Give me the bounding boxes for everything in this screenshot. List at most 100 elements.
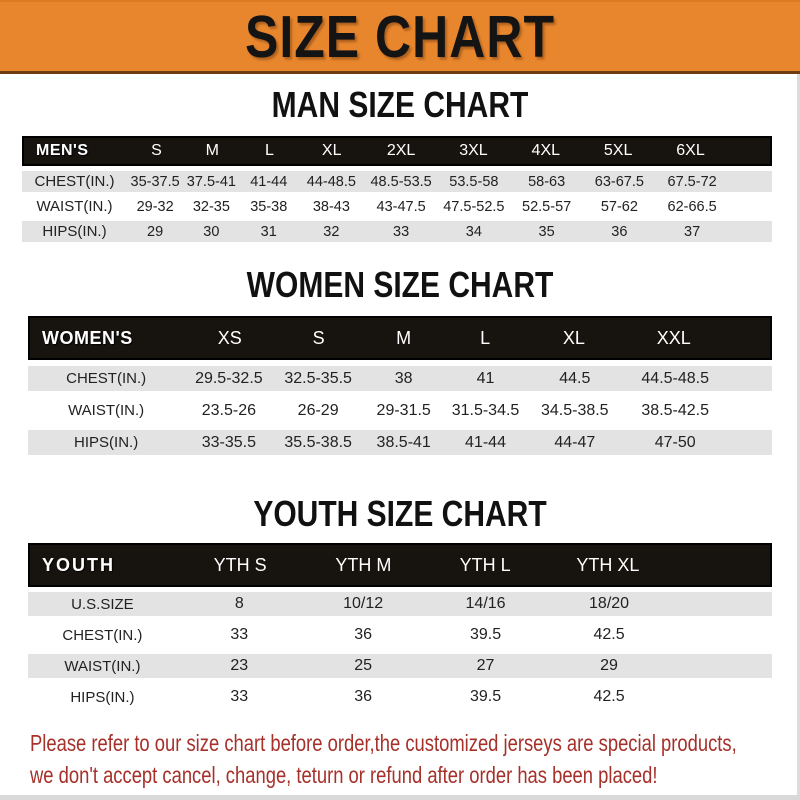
size-cell: 27 [476,657,495,674]
size-cell: 35-38 [250,198,288,215]
size-cell: 43-47.5 [376,198,426,215]
size-cell: 33 [230,688,249,705]
column-header: XL [562,327,585,348]
column-header: XL [321,142,342,159]
womens-section: WOMEN SIZE CHART WOMEN'S XS S M L XL XXL… [0,266,800,455]
row-label: HIPS(IN.) [42,223,107,240]
youth-hips-row: HIPS(IN.) 33 36 39.5 42.5 [28,685,772,709]
size-cell: 41 [476,369,495,387]
row-label: CHEST(IN.) [62,626,143,644]
row-label: U.S.SIZE [71,595,134,613]
size-cell: 37 [684,223,701,240]
size-cell: 57-62 [600,198,638,215]
size-cell: 34 [465,223,482,240]
womens-waist-row: WAIST(IN.) 23.5-26 26-29 29-31.5 31.5-34… [28,398,772,423]
column-header: M [205,142,219,159]
size-cell: 29 [600,657,618,674]
column-header: YTH M [335,554,392,575]
size-cell: 33 [230,626,249,643]
size-cell: 31 [260,223,277,240]
size-cell: 53.5-58 [449,173,499,190]
footer-line-1: Please refer to our size chart before or… [30,730,737,756]
size-cell: 62-66.5 [667,198,717,215]
size-cell: 38-43 [312,198,350,215]
size-cell: 58-63 [528,173,566,190]
column-header: XS [217,327,242,348]
column-header: YTH XL [576,554,640,575]
size-cell: 25 [354,657,373,674]
size-cell: 36 [354,688,373,705]
right-edge-line [797,74,800,795]
size-cell: 35.5-38.5 [284,433,352,451]
womens-chest-row: CHEST(IN.) 29.5-32.5 32.5-35.5 38 41 44.… [28,366,772,391]
size-cell: 48.5-53.5 [370,173,432,190]
size-cell: 38.5-42.5 [641,401,710,419]
page-title: SIZE CHART [245,3,555,70]
size-cell: 29-31.5 [376,401,431,419]
column-header: L [480,327,491,348]
size-cell: 34.5-38.5 [540,401,609,419]
footer-line-2: we don't accept cancel, change, teturn o… [30,762,658,788]
size-cell: 30 [203,223,220,240]
size-cell: 8 [234,595,244,612]
row-label: WAIST(IN.) [68,402,145,419]
size-cell: 29 [147,223,164,240]
size-cell: 18/20 [589,595,630,612]
mens-table-header-row: MEN'S S M L XL 2XL 3XL 4XL 5XL 6XL [22,136,772,166]
womens-hips-row: HIPS(IN.) 33-35.5 35.5-38.5 38.5-41 41-4… [28,430,772,455]
size-cell: 42.5 [593,626,625,643]
womens-size-table: WOMEN'S XS S M L XL XXL CHEST(IN.) 29.5-… [28,316,772,455]
size-cell: 23 [230,657,249,674]
size-cell: 41-44 [250,173,288,190]
row-label: WAIST(IN.) [36,198,113,215]
row-label: CHEST(IN.) [66,370,147,387]
size-cell: 37.5-41 [186,173,236,190]
size-cell: 29-32 [136,198,174,215]
size-cell: 32.5-35.5 [284,369,352,387]
size-cell: 52.5-57 [522,198,572,215]
column-header: YTH L [459,554,511,575]
column-header: 2XL [386,142,416,159]
size-cell: 10/12 [343,595,384,612]
size-cell: 31.5-34.5 [451,401,520,419]
size-cell: 32 [323,223,340,240]
size-cell: 36 [354,626,373,643]
size-cell: 47-50 [654,433,696,451]
mens-hips-row: HIPS(IN.) 29 30 31 32 33 34 35 36 37 [22,221,772,242]
size-cell: 33-35.5 [201,433,256,451]
size-cell: 29.5-32.5 [195,369,263,387]
youth-corner-label: YOUTH [42,554,115,575]
size-cell: 23.5-26 [201,401,256,419]
youth-section-title: YOUTH SIZE CHART [253,494,547,535]
womens-table-header-row: WOMEN'S XS S M L XL XXL [28,316,772,360]
size-cell: 14/16 [465,595,506,612]
size-cell: 26-29 [297,401,339,419]
size-cell: 38.5-41 [376,433,431,451]
row-label: HIPS(IN.) [70,688,135,706]
mens-waist-row: WAIST(IN.) 29-32 32-35 35-38 38-43 43-47… [22,196,772,217]
size-cell: 44-48.5 [306,173,356,190]
size-cell: 44.5 [559,369,591,387]
column-header: 6XL [676,142,705,159]
row-label: HIPS(IN.) [74,434,139,451]
mens-size-table: MEN'S S M L XL 2XL 3XL 4XL 5XL 6XL CHEST… [22,136,772,242]
size-cell: 67.5-72 [667,173,717,190]
bottom-strip [0,795,800,800]
size-cell: 38 [394,369,413,387]
size-cell: 47.5-52.5 [443,198,505,215]
size-cell: 35 [538,223,555,240]
size-cell: 44.5-48.5 [641,369,710,387]
column-header: S [151,142,162,159]
banner: SIZE CHART [0,0,800,74]
youth-table-header-row: YOUTH YTH S YTH M YTH L YTH XL [28,543,772,587]
size-cell: 39.5 [469,626,502,643]
column-header: YTH S [213,554,267,575]
row-label: CHEST(IN.) [34,173,115,190]
size-cell: 35-37.5 [130,173,180,190]
column-header: 3XL [459,142,488,159]
womens-section-title: WOMEN SIZE CHART [246,265,554,306]
column-header: M [396,327,412,348]
mens-chest-row: CHEST(IN.) 35-37.5 37.5-41 41-44 44-48.5… [22,171,772,192]
size-cell: 42.5 [593,688,625,705]
